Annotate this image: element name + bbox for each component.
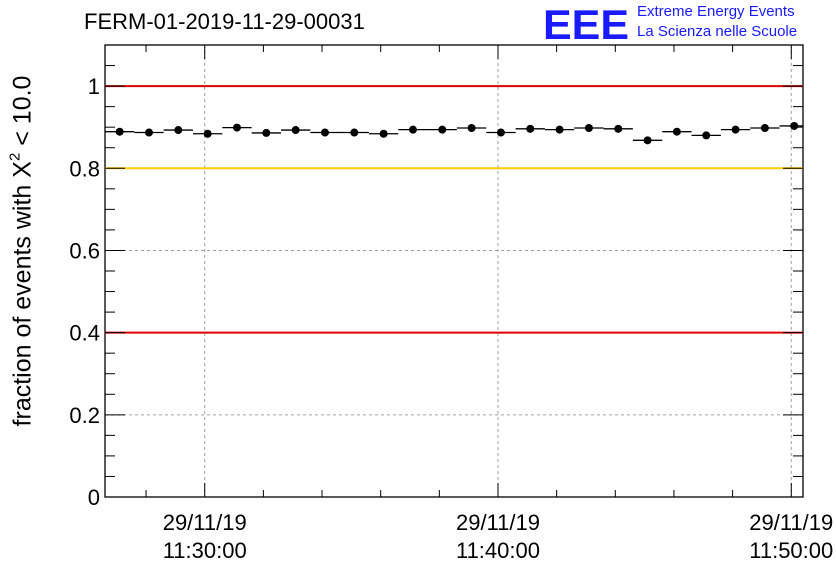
data-point xyxy=(291,126,300,135)
data-point xyxy=(115,127,124,136)
data-point xyxy=(467,124,476,133)
data-point xyxy=(174,126,183,135)
data-point xyxy=(320,128,329,137)
axis-ticks xyxy=(105,44,803,498)
data-point xyxy=(144,128,153,137)
y-tick-labels: 0 0.2 0.4 0.6 0.8 1 xyxy=(69,74,100,510)
plot-frame xyxy=(104,44,804,498)
data-point xyxy=(555,125,564,134)
y-tick-label: 0.6 xyxy=(69,238,100,263)
x-tick-label-date: 29/11/19 xyxy=(749,510,833,535)
x-tick-label-time: 11:30:00 xyxy=(163,538,247,563)
data-point xyxy=(408,125,417,134)
x-tick-label-time: 11:50:00 xyxy=(749,538,833,563)
grid-lines xyxy=(105,45,803,497)
y-axis-label-suffix: < 10.0 xyxy=(8,75,37,153)
data-point xyxy=(496,128,505,137)
y-tick-label: 0.4 xyxy=(69,321,100,346)
data-point xyxy=(702,131,711,140)
data-point xyxy=(262,128,271,137)
y-tick-label: 0.2 xyxy=(69,403,100,428)
x-tick-label-time: 11:40:00 xyxy=(456,538,540,563)
y-tick-label: 0.8 xyxy=(69,156,100,181)
eee-logo: EEE xyxy=(543,1,629,43)
x-tick-label-date: 29/11/19 xyxy=(456,510,540,535)
run-title: FERM-01-2019-11-29-00031 xyxy=(84,9,365,34)
y-axis-label-prefix: fraction of events with X xyxy=(8,161,37,427)
data-point xyxy=(760,124,769,133)
data-point xyxy=(731,125,740,134)
data-point xyxy=(526,124,535,133)
x-tick-label-date: 29/11/19 xyxy=(163,510,247,535)
logo-caption-line2: La Scienza nelle Scuole xyxy=(637,23,798,40)
x-tick-labels: 29/11/19 11:30:00 29/11/19 11:40:00 29/11/19… xyxy=(163,510,834,563)
data-point xyxy=(672,127,681,136)
y-axis-label: fraction of events with X2 < 10.0 xyxy=(7,76,38,427)
data-point xyxy=(350,128,359,137)
y-axis-label-superscript: 2 xyxy=(6,152,24,162)
data-point xyxy=(379,129,388,138)
data-point xyxy=(232,123,241,132)
data-point xyxy=(584,124,593,133)
data-point xyxy=(614,124,623,133)
data-point xyxy=(438,125,447,134)
logo-caption-line1: Extreme Energy Events xyxy=(637,3,795,20)
data-points xyxy=(105,121,803,145)
y-tick-label: 1 xyxy=(88,74,100,99)
reference-lines xyxy=(105,85,803,334)
data-point xyxy=(790,121,799,130)
y-tick-label: 0 xyxy=(88,485,100,510)
data-point xyxy=(203,129,212,138)
eee-logo-letters: EEE xyxy=(543,1,629,43)
data-point xyxy=(643,136,652,145)
